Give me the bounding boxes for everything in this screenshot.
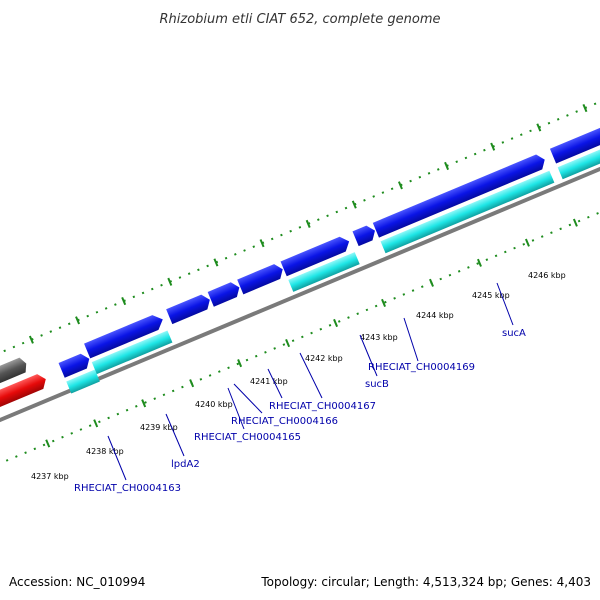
gene-label: sucA (502, 328, 526, 339)
major-tick (45, 439, 51, 448)
leader-line (403, 317, 419, 362)
leader-line (165, 413, 185, 457)
cds-bar (66, 369, 100, 394)
major-tick (490, 142, 496, 151)
gene-arrow-blue (58, 353, 90, 378)
major-tick (285, 338, 291, 348)
major-tick (121, 296, 127, 306)
tick-label: 4241 kbp (250, 377, 288, 386)
leader-line (233, 383, 263, 414)
major-tick (572, 218, 578, 227)
tick-label: 4240 kbp (195, 400, 233, 409)
gene-arrow-blue (166, 294, 210, 325)
genome-summary-text: Topology: circular; Length: 4,513,324 bp… (260, 575, 591, 589)
gene-label: RHECIAT_CH0004167 (269, 401, 376, 412)
leader-line (359, 334, 378, 377)
minor-ticks-upper (0, 91, 600, 372)
major-tick (536, 123, 542, 132)
gene-label: lpdA2 (171, 459, 200, 470)
tick-label: 4244 kbp (416, 311, 454, 320)
major-tick (189, 379, 195, 388)
major-tick (351, 200, 357, 209)
major-ticks-upper (28, 104, 588, 344)
cds-bar (380, 170, 555, 254)
major-tick (305, 219, 311, 228)
leader-line (107, 435, 127, 481)
gene-arrow-red (0, 374, 46, 425)
major-tick (75, 316, 81, 325)
major-tick (333, 318, 339, 328)
tick-label: 4242 kbp (305, 354, 343, 363)
tick-labels: 4237 kbp 4238 kbp 4239 kbp 4240 kbp 4241… (31, 271, 566, 481)
gene-leader-lines (107, 282, 514, 481)
major-tick (524, 238, 530, 247)
gene-label: RHECIAT_CH0004163 (74, 483, 181, 494)
accession-text: Accession: NC_010994 (9, 575, 145, 589)
major-tick (237, 359, 243, 368)
major-tick (477, 258, 482, 267)
leader-line (299, 352, 323, 399)
gene-arrow-blue (280, 236, 350, 277)
major-tick (444, 161, 450, 171)
major-tick (213, 258, 219, 267)
major-tick (28, 335, 34, 344)
gene-arrow-blue (207, 282, 240, 307)
gene-arrow-blue (84, 315, 163, 359)
major-tick (381, 298, 386, 308)
leader-line (227, 387, 245, 430)
cds-bar (557, 124, 600, 180)
major-tick (259, 239, 265, 248)
map-title: Rhizobium etli CIAT 652, complete genome (160, 12, 441, 27)
tick-label: 4243 kbp (360, 333, 398, 342)
gene-label: RHECIAT_CH0004166 (231, 416, 338, 427)
cds-bar (288, 252, 360, 292)
gene-arrow-blue (352, 225, 375, 247)
tick-label: 4239 kbp (140, 423, 178, 432)
tick-label: 4238 kbp (86, 447, 124, 456)
tick-label: 4245 kbp (472, 291, 510, 300)
leader-line (267, 368, 283, 399)
major-tick (167, 277, 173, 286)
major-tick (141, 399, 147, 408)
major-tick (429, 278, 434, 287)
leader-line (496, 282, 514, 326)
gene-label: RHECIAT_CH0004165 (194, 432, 301, 443)
major-tick (582, 104, 588, 113)
tick-label: 4237 kbp (31, 472, 69, 481)
gene-arrow-blue (372, 154, 545, 238)
gene-arrow-grey (0, 357, 27, 405)
gene-arrow-blue (549, 107, 600, 164)
major-tick (397, 181, 403, 190)
major-tick (93, 419, 99, 428)
map-band (0, 91, 600, 466)
gene-label: sucB (365, 379, 389, 390)
major-ticks-lower (45, 218, 578, 448)
tick-label: 4246 kbp (528, 271, 566, 280)
gene-labels: RHECIAT_CH0004163 lpdA2 RHECIAT_CH000416… (74, 328, 526, 494)
gene-arrow-blue (237, 264, 283, 295)
gene-label: RHECIAT_CH0004169 (368, 362, 475, 373)
cds-bar (91, 330, 173, 375)
